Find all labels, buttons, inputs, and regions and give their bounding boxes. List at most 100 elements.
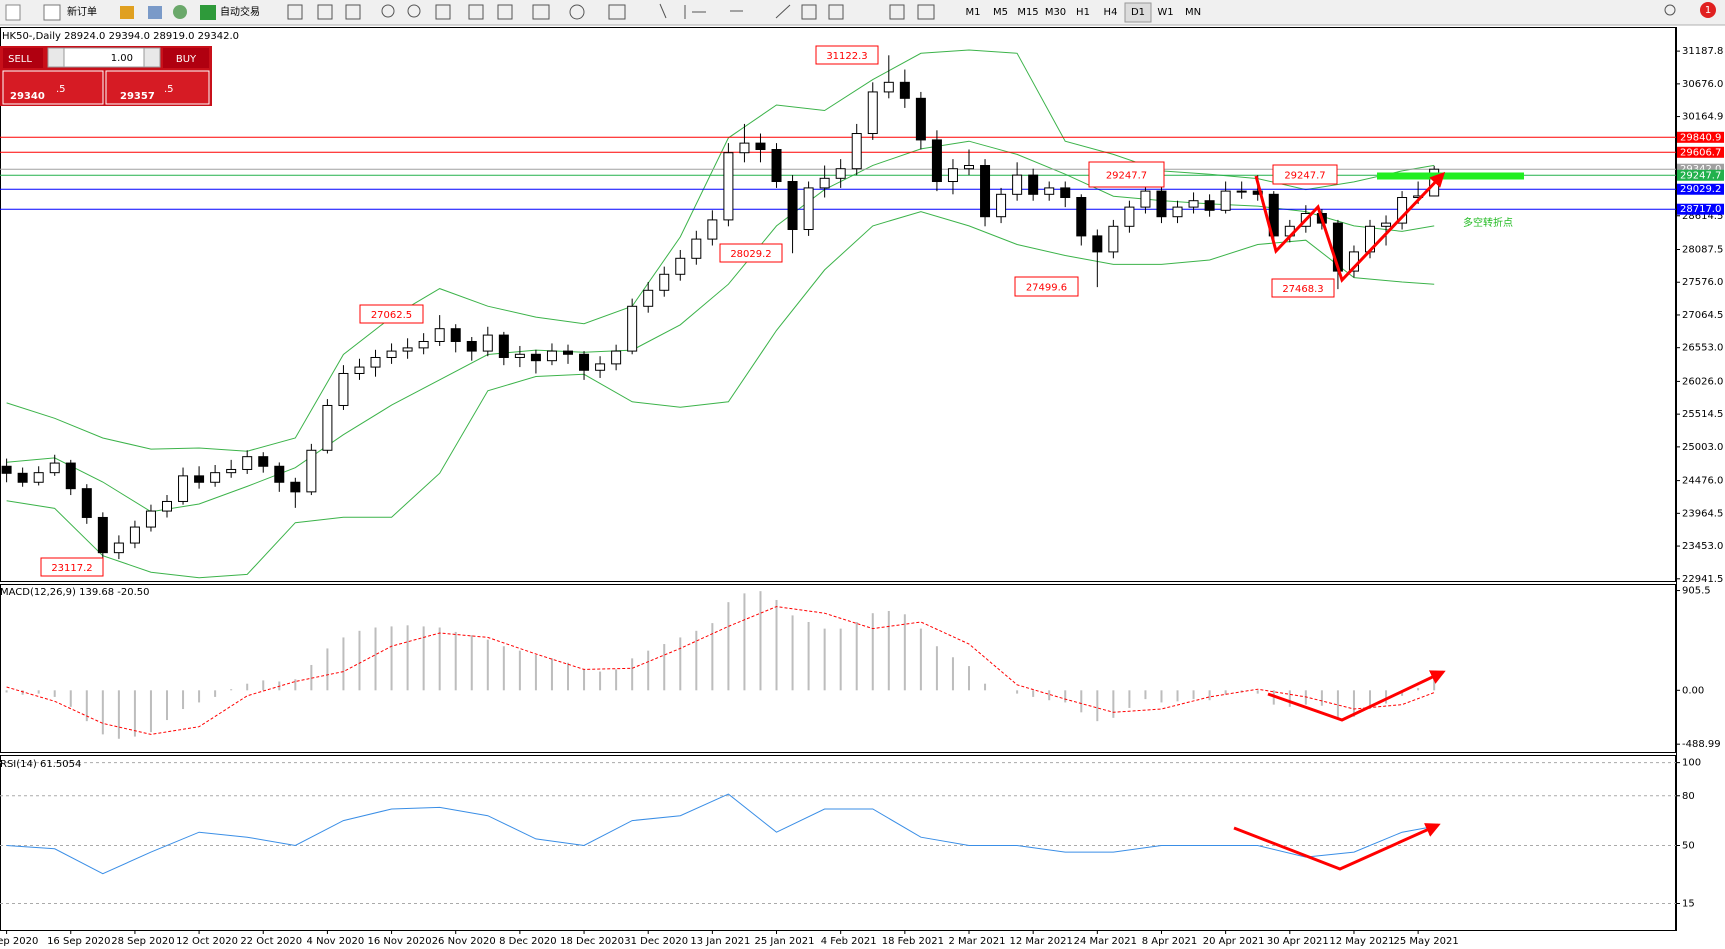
timeframe-label[interactable]: W1 bbox=[1157, 7, 1173, 18]
icon[interactable] bbox=[173, 5, 187, 19]
candle-body bbox=[931, 139, 942, 183]
macd-bar bbox=[486, 639, 489, 691]
notification-badge[interactable] bbox=[1700, 2, 1716, 18]
timeframe-label[interactable]: M15 bbox=[1017, 7, 1038, 18]
plot-layer: 31187.8 30676.0 30164.9 28614.5 28087.5 27576… bbox=[0, 27, 1724, 947]
macd-bar bbox=[727, 602, 730, 691]
macd-bar bbox=[1144, 690, 1147, 700]
auto-trading-button[interactable]: 自动交易 bbox=[220, 5, 260, 18]
rsi-line bbox=[6, 793, 1435, 875]
bid-pips[interactable]: .5 bbox=[56, 84, 66, 95]
macd-bar bbox=[919, 628, 922, 691]
x-tick-label: 12 Mar 2021 bbox=[1009, 936, 1072, 947]
candle-body bbox=[194, 475, 205, 483]
candle-body bbox=[1140, 190, 1151, 208]
candle-body bbox=[1204, 200, 1215, 211]
timeframe-label[interactable]: M1 bbox=[966, 7, 981, 18]
x-tick-label: 8 Apr 2021 bbox=[1142, 936, 1197, 947]
icon[interactable] bbox=[148, 6, 162, 19]
candle-body bbox=[883, 81, 894, 93]
ask-price[interactable]: 29357 bbox=[120, 91, 155, 102]
macd-bar bbox=[198, 690, 201, 703]
macd-signal bbox=[6, 606, 1435, 735]
macd-bar bbox=[711, 623, 714, 691]
macd-bar bbox=[663, 644, 666, 691]
macd-bar bbox=[518, 650, 521, 691]
annotation-box bbox=[1088, 161, 1165, 188]
drawing-objects: 多空转折点 bbox=[1233, 171, 1524, 871]
macd-bar bbox=[326, 648, 329, 691]
candle-body bbox=[274, 465, 285, 483]
ask-pips[interactable]: .5 bbox=[164, 84, 174, 95]
timeframe-label[interactable]: H1 bbox=[1076, 7, 1090, 18]
timeframe-label[interactable]: MN bbox=[1185, 7, 1201, 18]
candle-body bbox=[226, 468, 237, 474]
notification-count[interactable]: 1 bbox=[1705, 5, 1711, 16]
candle-body bbox=[1108, 225, 1119, 253]
macd-bar bbox=[1032, 690, 1035, 697]
candle-body bbox=[145, 510, 156, 528]
macd-bar bbox=[358, 630, 361, 691]
sell-label[interactable]: SELL bbox=[8, 54, 32, 65]
y-tick-label: 80 bbox=[1682, 791, 1695, 802]
lots-value[interactable]: 1.00 bbox=[111, 53, 133, 64]
lots-up[interactable] bbox=[143, 47, 161, 68]
macd-bar bbox=[422, 626, 425, 691]
candle-body bbox=[1060, 187, 1071, 199]
macd-bar bbox=[1080, 690, 1083, 713]
annotation-box bbox=[719, 243, 783, 263]
buy-price-box[interactable] bbox=[105, 70, 210, 105]
annotation: 23117.2 bbox=[51, 563, 92, 574]
candle-body bbox=[370, 356, 381, 368]
trend-arrow bbox=[1254, 171, 1446, 283]
macd-bar bbox=[1320, 690, 1323, 706]
macd-bar bbox=[807, 622, 810, 691]
timeframe-button[interactable] bbox=[1124, 2, 1152, 23]
candle-body bbox=[707, 219, 718, 240]
timeframe-label[interactable]: D1 bbox=[1131, 7, 1145, 18]
macd-bar bbox=[1336, 690, 1339, 719]
annotation: 27062.5 bbox=[371, 310, 412, 321]
macd-bar bbox=[133, 690, 136, 737]
candle-body bbox=[819, 177, 830, 189]
macd-bar bbox=[791, 615, 794, 691]
bid-price[interactable]: 29340 bbox=[10, 91, 45, 102]
icon[interactable] bbox=[5, 4, 21, 21]
candle-body bbox=[851, 133, 862, 170]
macd-bar bbox=[438, 627, 441, 691]
lots-input[interactable] bbox=[47, 47, 161, 68]
buy-button[interactable] bbox=[163, 48, 209, 68]
macd-bar bbox=[984, 683, 987, 691]
macd-bar bbox=[759, 591, 762, 691]
tool-icons[interactable] bbox=[287, 3, 1676, 20]
x-tick-label: 25 Jan 2021 bbox=[755, 936, 815, 947]
level-label: 29342.0 bbox=[1680, 164, 1721, 175]
macd-bar bbox=[149, 690, 152, 733]
macd-bar bbox=[871, 613, 874, 691]
timeframe-label[interactable]: M5 bbox=[993, 7, 1008, 18]
timeframe-label[interactable]: M30 bbox=[1045, 7, 1066, 18]
candle-body bbox=[322, 404, 333, 451]
candle-body bbox=[643, 289, 654, 307]
candle-body bbox=[1092, 235, 1103, 253]
lots-down[interactable] bbox=[47, 47, 65, 68]
new-order-button[interactable]: 新订单 bbox=[67, 5, 97, 18]
macd-header: MACD(12,26,9) 139.68 -20.50 bbox=[0, 587, 150, 598]
candle-body bbox=[947, 168, 958, 183]
sell-button[interactable] bbox=[3, 48, 43, 68]
sell-price-box[interactable] bbox=[2, 70, 104, 105]
auto-trading-icon[interactable] bbox=[200, 5, 216, 20]
annotation-box bbox=[40, 557, 104, 577]
macd-bar bbox=[1160, 690, 1163, 703]
new-order-icon[interactable] bbox=[43, 4, 61, 21]
buy-label[interactable]: BUY bbox=[176, 54, 197, 65]
macd-bar bbox=[262, 680, 265, 691]
x-tick-label: 8 Dec 2020 bbox=[499, 936, 557, 947]
candle-body bbox=[1172, 206, 1183, 218]
candle-body bbox=[964, 165, 974, 170]
y-tick-label: 26026.0 bbox=[1682, 376, 1723, 387]
icon[interactable] bbox=[120, 6, 134, 19]
timeframe-label[interactable]: H4 bbox=[1104, 7, 1118, 18]
y-tick-label: 30164.9 bbox=[1682, 112, 1723, 123]
